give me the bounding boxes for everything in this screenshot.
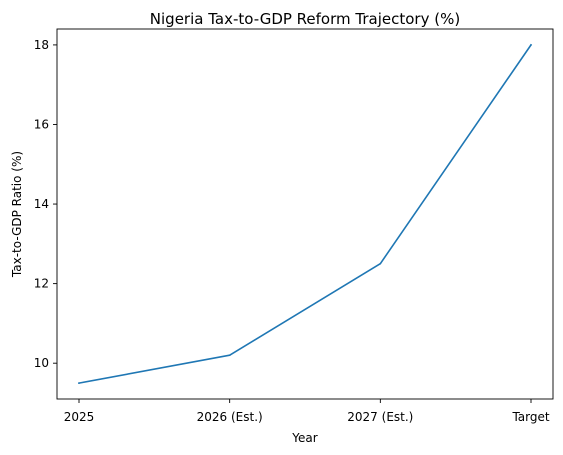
- y-tick-label: 14: [34, 197, 49, 211]
- y-tick-label: 18: [34, 38, 49, 52]
- y-axis: 10 12 14 16 18: [34, 38, 57, 370]
- series-line-tax-to-gdp: [78, 43, 533, 385]
- chart-title: Nigeria Tax-to-GDP Reform Trajectory (%): [150, 10, 460, 28]
- x-tick-label: Target: [511, 410, 549, 424]
- plot-area: [78, 43, 533, 385]
- x-tick-label: 2026 (Est.): [197, 410, 263, 424]
- data-point-1: [228, 354, 231, 357]
- y-tick-label: 12: [34, 277, 49, 291]
- y-tick-label: 16: [34, 117, 49, 131]
- y-tick-label: 10: [34, 356, 49, 370]
- data-point-2: [379, 262, 382, 265]
- axes-frame: [56, 28, 554, 400]
- data-point-3: [530, 44, 532, 46]
- x-tick-label: 2025: [64, 410, 95, 424]
- y-axis-label: Tax-to-GDP Ratio (%): [10, 151, 24, 278]
- data-point-0: [78, 382, 80, 384]
- x-tick-label: 2027 (Est.): [347, 410, 413, 424]
- x-axis-label: Year: [291, 431, 317, 445]
- x-axis: 2025 2026 (Est.) 2027 (Est.) Target: [64, 399, 550, 424]
